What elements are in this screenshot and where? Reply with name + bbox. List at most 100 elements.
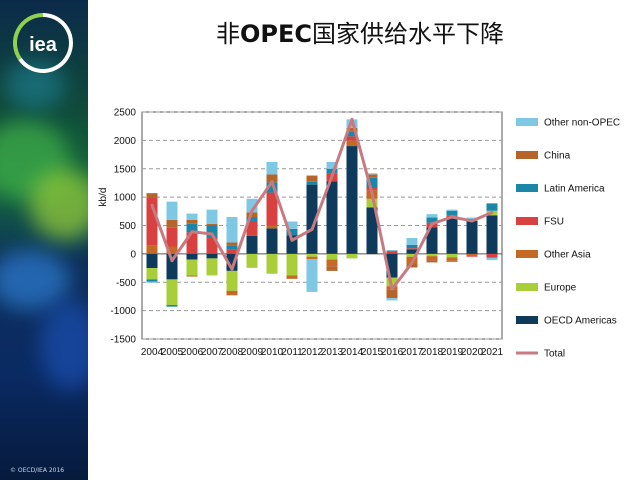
bar-segment	[246, 216, 258, 221]
total-point	[450, 215, 454, 219]
bar-segment	[146, 281, 158, 283]
bar-segment	[206, 223, 218, 226]
total-point	[290, 238, 294, 242]
bar-segment	[346, 131, 358, 137]
bar-segment	[226, 216, 238, 243]
bar-segment	[166, 304, 178, 307]
bar-segment	[186, 253, 198, 260]
y-tick-label: -1000	[110, 306, 136, 317]
bar-segment	[246, 198, 258, 213]
bar-segment	[246, 266, 258, 268]
y-tick-label: 1000	[114, 193, 137, 204]
total-point	[390, 287, 394, 291]
bar-segment	[146, 279, 158, 282]
legend-label: OECD Americas	[544, 316, 617, 327]
legend-label: Total	[544, 349, 565, 360]
bar-segment	[406, 248, 418, 250]
legend-label: Other non-OPEC	[544, 118, 620, 129]
sidebar-decoration: iea © OECD/IEA 2016	[0, 0, 88, 480]
x-tick-label: 2008	[221, 347, 244, 358]
total-point	[170, 259, 174, 263]
x-tick-label: 2009	[241, 347, 264, 358]
y-tick-label: 500	[119, 221, 136, 232]
total-point	[250, 209, 254, 213]
bar-segment	[146, 268, 158, 280]
x-tick-label: 2007	[201, 347, 224, 358]
bar-segment	[326, 259, 338, 267]
bar-segment	[206, 253, 218, 259]
bar-segment	[366, 207, 378, 254]
total-point	[190, 230, 194, 234]
legend-swatch	[516, 217, 538, 225]
bar-segment	[486, 215, 498, 254]
bar-segment	[266, 161, 278, 175]
bar-segment	[226, 253, 238, 271]
bar-segment	[206, 225, 218, 238]
bar-segment	[186, 259, 198, 276]
x-tick-label: 2014	[341, 347, 364, 358]
legend-label: China	[544, 151, 571, 162]
bar-segment	[466, 217, 478, 219]
bar-segment	[386, 289, 398, 299]
total-point	[410, 261, 414, 265]
legend-label: Latin America	[544, 184, 605, 195]
logo-text: iea	[29, 34, 58, 56]
bar-segment	[406, 263, 418, 268]
legend-label: FSU	[544, 217, 564, 228]
bar-segment	[146, 253, 158, 269]
y-tick-label: 2000	[114, 136, 137, 147]
bar-segment	[346, 127, 358, 132]
y-tick-label: 0	[130, 249, 136, 260]
legend-label: Other Asia	[544, 250, 591, 261]
x-tick-label: 2005	[161, 347, 184, 358]
legend-swatch	[516, 118, 538, 126]
bar-segment	[166, 246, 178, 254]
bar-segment	[266, 228, 278, 254]
bar-segment	[366, 198, 378, 208]
bar-segment	[386, 253, 398, 278]
legend-swatch	[516, 184, 538, 192]
bar-segment	[266, 225, 278, 229]
bar-segment	[426, 260, 438, 263]
bar-segment	[266, 174, 278, 183]
bar-segment	[466, 253, 478, 256]
total-point	[430, 222, 434, 226]
bar-segment	[366, 177, 378, 189]
slide-title: 非OPEC国家供给水平下降	[150, 14, 570, 49]
bar-segment	[166, 219, 178, 228]
bar-segment	[426, 217, 438, 223]
x-tick-label: 2018	[421, 347, 444, 358]
bar-segment	[206, 209, 218, 224]
footer-note: © OECD/IEA 2016	[10, 467, 65, 474]
bar-segment	[486, 257, 498, 261]
bar-segment	[166, 279, 178, 305]
y-tick-label: 1500	[114, 164, 137, 175]
bar-segment	[166, 253, 178, 280]
x-tick-label: 2006	[181, 347, 204, 358]
bar-segment	[146, 245, 158, 254]
bar-segment	[446, 216, 458, 254]
bar-segment	[166, 227, 178, 247]
title-prefix: 非	[216, 20, 240, 48]
bar-segment	[406, 237, 418, 245]
grid-layer	[141, 111, 503, 340]
bar-segment	[326, 253, 338, 260]
bar-segment	[446, 210, 458, 216]
title-suffix: 国家供给水平下降	[312, 20, 504, 48]
bar-segment	[386, 251, 398, 254]
bar-segment	[226, 270, 238, 291]
supply-change-chart: 25002000150010005000-500-1000-1500200420…	[98, 108, 620, 360]
bar-segment	[206, 258, 218, 276]
x-tick-label: 2013	[321, 347, 344, 358]
bar-segment	[306, 175, 318, 182]
x-tick-label: 2015	[361, 347, 384, 358]
legend-layer: Other non-OPEC China Latin America FSU Other…	[516, 118, 620, 360]
x-tick-label: 2021	[481, 347, 504, 358]
bar-segment	[486, 253, 498, 258]
bar-segment	[446, 257, 458, 261]
bar-segment	[386, 250, 398, 252]
title-latin: OPEC	[240, 20, 312, 48]
bar-segment	[466, 255, 478, 257]
bar-segment	[446, 253, 458, 258]
y-tick-label: -500	[116, 278, 136, 289]
